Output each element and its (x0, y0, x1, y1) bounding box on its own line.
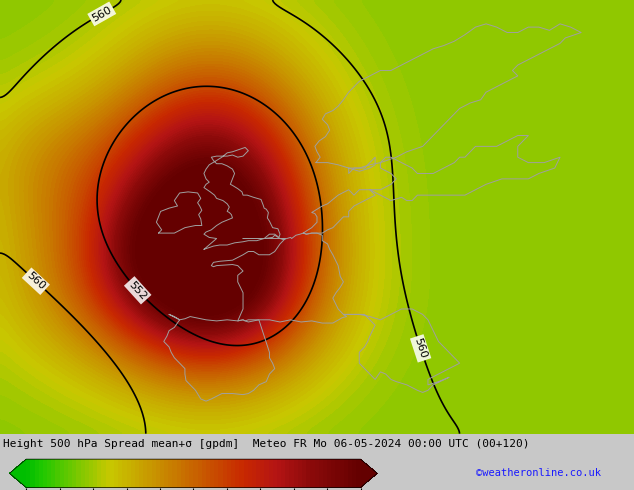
Text: ©weatheronline.co.uk: ©weatheronline.co.uk (476, 468, 602, 478)
PathPatch shape (361, 459, 377, 488)
Text: 560: 560 (90, 4, 113, 24)
Text: 560: 560 (25, 270, 47, 292)
Text: 560: 560 (413, 337, 429, 360)
PathPatch shape (10, 459, 26, 488)
Text: Height 500 hPa Spread mean+σ [gpdm]  Meteo FR Mo 06-05-2024 00:00 UTC (00+120): Height 500 hPa Spread mean+σ [gpdm] Mete… (3, 440, 529, 449)
Text: 552: 552 (127, 279, 148, 301)
